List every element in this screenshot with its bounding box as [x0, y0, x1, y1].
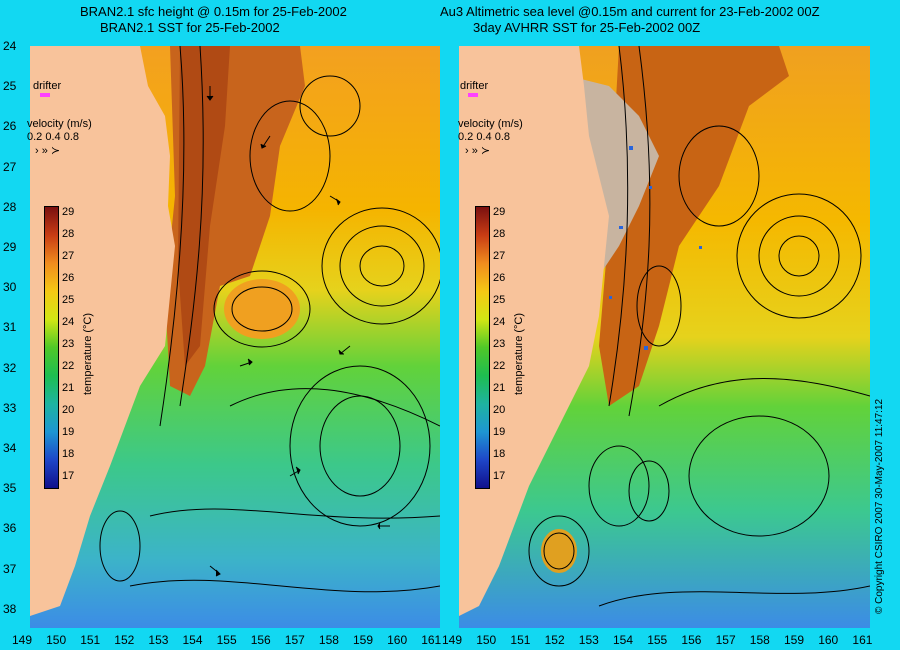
left-land — [30, 46, 175, 616]
colorbar-tick-label: 19 — [62, 426, 75, 438]
right-land — [459, 46, 609, 616]
x-tick-label: 153 — [148, 633, 169, 647]
x-tick-label: 151 — [510, 633, 531, 647]
left-velocity-label: velocity (m/s) — [27, 118, 92, 130]
right-colorbar — [475, 206, 490, 489]
x-tick-label: 151 — [80, 633, 101, 647]
x-tick-label: 152 — [544, 633, 565, 647]
colorbar-tick-label: 19 — [493, 426, 506, 438]
x-tick-label: 156 — [250, 633, 271, 647]
x-tick-label: 156 — [681, 633, 702, 647]
x-tick-label: 157 — [715, 633, 736, 647]
colorbar-tick-label: 20 — [493, 404, 506, 416]
x-tick-label: 154 — [613, 633, 634, 647]
x-tick-label: 161 — [421, 633, 442, 647]
colorbar-tick-label: 18 — [62, 448, 75, 460]
x-tick-label: 161 — [852, 633, 873, 647]
y-tick-label: 30 — [3, 280, 17, 295]
left-contours — [99, 46, 440, 593]
colorbar-tick-label: 29 — [493, 206, 506, 218]
x-tick-label: 158 — [749, 633, 770, 647]
y-tick-label: 36 — [3, 521, 17, 536]
colorbar-tick-label: 23 — [62, 338, 75, 350]
x-tick-label: 149 — [12, 633, 33, 647]
left-velocity-scale: 0.2 0.4 0.8 — [27, 131, 79, 143]
left-colorbar — [44, 206, 59, 489]
colorbar-tick-label: 18 — [493, 448, 506, 460]
left-map-panel — [30, 46, 440, 628]
y-tick-label: 34 — [3, 441, 17, 455]
colorbar-tick-label: 25 — [493, 294, 506, 306]
x-tick-label: 155 — [216, 633, 237, 647]
right-drifter-icon — [468, 93, 478, 97]
right-drifter-label: drifter — [460, 80, 489, 92]
colorbar-tick-label: 25 — [62, 294, 75, 306]
x-tick-label: 157 — [284, 633, 305, 647]
colorbar-tick-label: 24 — [62, 316, 75, 328]
colorbar-tick-label: 27 — [493, 250, 506, 262]
right-map-panel — [459, 46, 870, 628]
colorbar-tick-label: 26 — [62, 272, 75, 284]
colorbar-tick-label: 26 — [493, 272, 506, 284]
x-tick-label: 160 — [818, 633, 839, 647]
right-title-line1: Au3 Altimetric sea level @0.15m and curr… — [440, 4, 820, 19]
right-velocity-label: velocity (m/s) — [458, 118, 523, 130]
colorbar-tick-label: 20 — [62, 404, 75, 416]
left-drifter-label: drifter — [33, 80, 62, 92]
colorbar-tick-label: 28 — [493, 228, 506, 240]
y-tick-label: 35 — [3, 481, 17, 496]
right-velocity-scale: 0.2 0.4 0.8 — [458, 131, 510, 143]
y-tick-label: 28 — [3, 199, 17, 214]
x-tick-label: 153 — [578, 633, 599, 647]
right-colorbar-title: temperature (°C) — [513, 312, 525, 395]
y-tick-label: 26 — [3, 119, 17, 134]
left-title-line1: BRAN2.1 sfc height @ 0.15m for 25-Feb-20… — [80, 4, 347, 19]
left-velocity-arrows: › » ≻ — [35, 145, 61, 157]
colorbar-tick-label: 29 — [62, 206, 75, 218]
x-tick-label: 150 — [476, 633, 497, 647]
x-tick-label: 158 — [318, 633, 339, 647]
right-map-svg — [459, 46, 870, 628]
y-tick-label: 33 — [3, 400, 17, 415]
y-tick-label: 37 — [3, 561, 17, 576]
y-tick-label: 31 — [3, 320, 17, 335]
colorbar-tick-label: 22 — [62, 360, 75, 372]
x-tick-label: 155 — [647, 633, 668, 647]
colorbar-tick-label: 24 — [493, 316, 506, 328]
left-eddy — [224, 279, 300, 339]
y-tick-label: 38 — [3, 601, 17, 616]
right-eddy-south — [541, 529, 577, 573]
colorbar-tick-label: 17 — [62, 470, 75, 482]
colorbar-tick-label: 21 — [493, 382, 506, 394]
colorbar-tick-label: 22 — [493, 360, 506, 372]
left-title-line2: BRAN2.1 SST for 25-Feb-2002 — [100, 20, 280, 35]
left-colorbar-title: temperature (°C) — [82, 312, 94, 395]
y-tick-label: 25 — [3, 79, 17, 94]
x-tick-label: 159 — [353, 633, 374, 647]
x-tick-label: 150 — [46, 633, 67, 647]
colorbar-tick-label: 17 — [493, 470, 506, 482]
colorbar-tick-label: 27 — [62, 250, 75, 262]
y-tick-label: 29 — [3, 240, 17, 254]
y-tick-label: 32 — [3, 360, 17, 375]
colorbar-tick-label: 21 — [62, 382, 75, 394]
left-current-arrows — [206, 86, 390, 577]
right-noise-speckles — [609, 146, 702, 350]
x-tick-label: 159 — [784, 633, 805, 647]
y-tick-label: 27 — [3, 159, 17, 174]
copyright-text: © Copyright CSIRO 2007 30-May-2007 11:47… — [874, 398, 885, 614]
left-map-svg — [30, 46, 440, 628]
colorbar-tick-label: 23 — [493, 338, 506, 350]
left-drifter-icon — [40, 93, 50, 97]
right-title-line2: 3day AVHRR SST for 25-Feb-2002 00Z — [473, 20, 701, 35]
right-contours — [528, 46, 870, 607]
right-velocity-arrows: › » ≻ — [465, 145, 491, 157]
x-tick-label: 149 — [442, 633, 463, 647]
colorbar-tick-label: 28 — [62, 228, 75, 240]
y-tick-label: 24 — [3, 39, 17, 53]
left-warm-core — [178, 46, 230, 366]
x-tick-label: 160 — [387, 633, 408, 647]
x-tick-label: 154 — [182, 633, 203, 647]
x-tick-label: 152 — [114, 633, 135, 647]
